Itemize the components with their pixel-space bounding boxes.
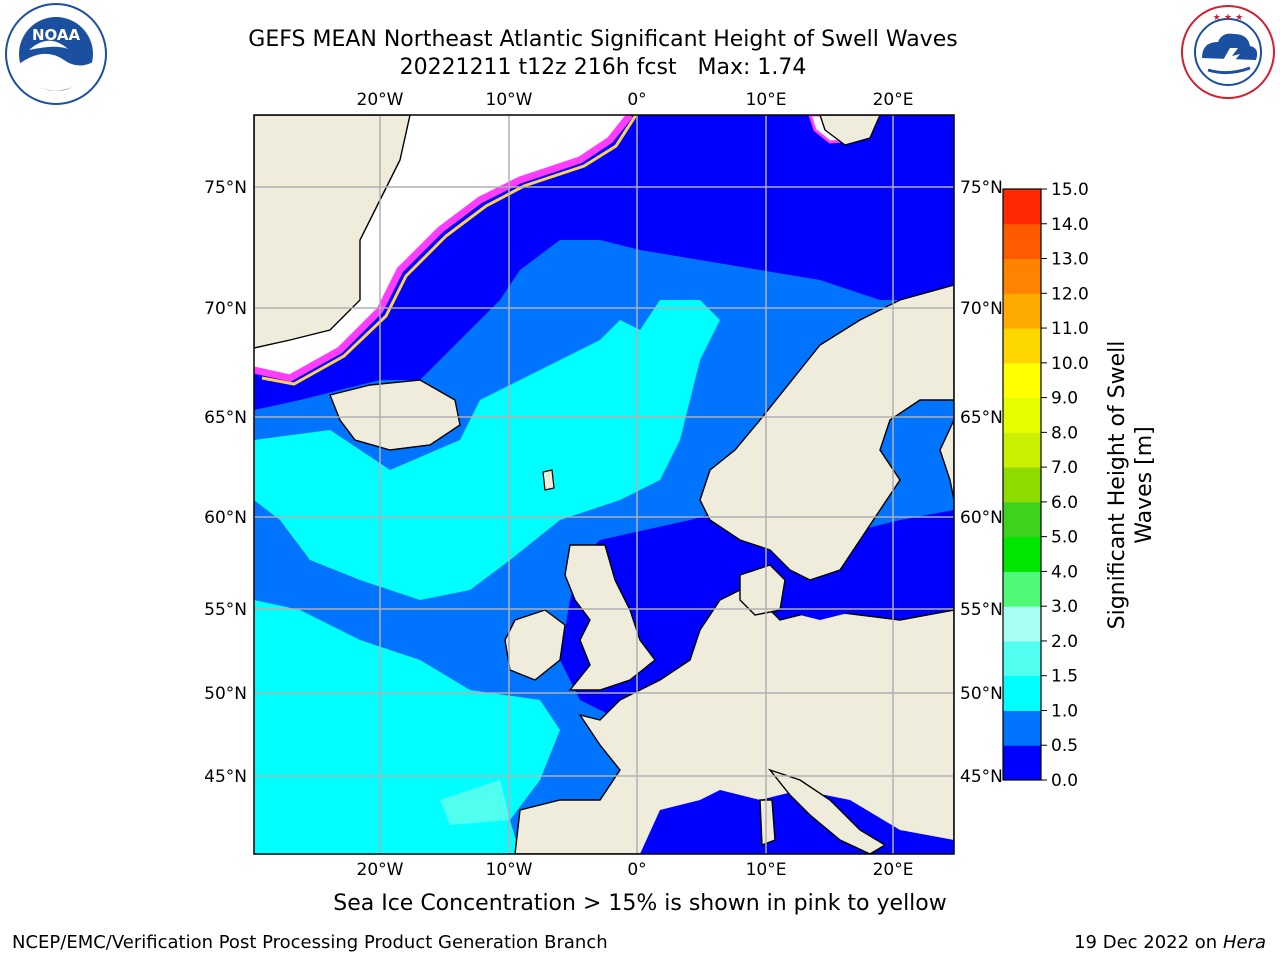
iceland [329, 379, 461, 451]
colorbar-tick-label: 0.5 [1051, 736, 1078, 756]
ocean-swell-1.5-2.0 [440, 780, 510, 825]
map-area [254, 115, 954, 854]
colorbar-swatch [1003, 745, 1041, 781]
axis-labels: 20°W 20°W 10°W 10°W 0° 0° 10°E 10°E 20°E 20°E 75°N… [204, 90, 1003, 880]
lat-label-right: 75°N [960, 178, 1003, 198]
lat-label-right: 70°N [960, 299, 1003, 319]
colorbar-frame [1002, 188, 1042, 781]
colorbar-tick-label: 9.0 [1051, 389, 1078, 409]
colorbar-tick-label: 12.0 [1051, 284, 1089, 304]
colorbar-tick-label: 13.0 [1051, 250, 1089, 270]
host-text: Hera [1222, 932, 1266, 953]
faroe-islands [542, 469, 555, 491]
colorbar-swatch [1003, 501, 1041, 538]
lon-label-top: 0° [627, 90, 646, 110]
colorbar-tick-label: 4.0 [1051, 562, 1078, 582]
colorbar-tick-label: 0.0 [1051, 771, 1078, 791]
date-text: 19 Dec 2022 on [1074, 932, 1218, 953]
nws-logo: ★ ★ ★ [1181, 5, 1275, 99]
lon-label-bottom: 20°W [357, 860, 404, 880]
lon-label-bottom: 0° [627, 860, 646, 880]
greenland [254, 115, 411, 349]
colorbar-tick-label: 5.0 [1051, 528, 1078, 548]
lon-label-bottom: 20°E [873, 860, 914, 880]
lon-label-top: 10°E [746, 90, 787, 110]
colorbar-tick-label: 1.0 [1051, 701, 1078, 721]
colorbar-label-line: Significant Height of Swell [1105, 341, 1130, 630]
ocean-swell-0.0-0.5 [254, 115, 954, 854]
colorbar-tick-label: 3.0 [1051, 597, 1078, 617]
colorbar-tick-label: 15.0 [1051, 180, 1089, 200]
lat-label-right: 50°N [960, 684, 1003, 704]
colorbar-swatch [1003, 710, 1041, 746]
colorbar-swatch [1003, 640, 1041, 677]
lat-label-right: 60°N [960, 508, 1003, 528]
colorbar-tick-label: 6.0 [1051, 493, 1078, 513]
sea-ice-edge-yellow [261, 115, 638, 386]
graticule [254, 115, 954, 854]
svalbard [819, 115, 881, 146]
corsica-sardinia [759, 799, 776, 847]
land [254, 115, 954, 854]
lat-label-left: 50°N [204, 684, 247, 704]
italy [767, 768, 887, 854]
chart-subtitle: 20221211 t12z 216h fcst Max: 1.74 [399, 55, 807, 80]
lon-label-bottom: 10°W [486, 860, 533, 880]
lat-label-right: 65°N [960, 408, 1003, 428]
colorbar-label: Significant Height of Swell Waves [m] [1105, 341, 1157, 630]
lat-label-left: 60°N [204, 508, 247, 528]
colorbar-swatch [1003, 397, 1041, 433]
lon-label-top: 10°W [486, 90, 533, 110]
colorbar-swatch [1003, 432, 1041, 468]
map-frame [253, 114, 955, 855]
date-stamp: 19 Dec 2022 on Hera [1074, 932, 1266, 954]
credit-text: NCEP/EMC/Verification Post Processing Pr… [12, 932, 608, 953]
colorbar-swatch [1003, 293, 1041, 329]
colorbar-swatch [1003, 328, 1041, 364]
lat-label-right: 55°N [960, 600, 1003, 620]
colorbar-swatch [1003, 675, 1041, 711]
colorbar-tick-label: 10.0 [1051, 354, 1089, 374]
colorbar-swatch [1003, 571, 1041, 607]
colorbar-swatch [1003, 362, 1041, 399]
lon-label-top: 20°W [357, 90, 404, 110]
colorbar-tick-label: 11.0 [1051, 319, 1089, 339]
svg-text:★ ★ ★: ★ ★ ★ [1213, 13, 1243, 23]
lat-label-left: 55°N [204, 600, 247, 620]
lon-label-bottom: 10°E [746, 860, 787, 880]
colorbar-swatch [1003, 606, 1041, 642]
colorbar-tick-label: 14.0 [1051, 215, 1089, 235]
colorbar-tick-label: 7.0 [1051, 458, 1078, 478]
great-britain [564, 544, 656, 691]
colorbar-swatch [1003, 223, 1041, 260]
lat-label-left: 70°N [204, 299, 247, 319]
lat-label-left: 45°N [204, 767, 247, 787]
colorbar-swatch [1003, 467, 1041, 503]
lat-label-left: 65°N [204, 408, 247, 428]
ireland [504, 609, 566, 681]
colorbar-tick-label: 8.0 [1051, 423, 1078, 443]
scandinavia [699, 284, 954, 581]
colorbar: 0.0 0.5 1.0 1.5 2.0 3.0 4.0 5.0 6.0 7.0 8.0 9.0 10.0… [1002, 180, 1157, 791]
finland [939, 419, 954, 501]
sea-ice-edge [254, 115, 633, 382]
denmark [739, 564, 786, 616]
sea-ice-note: Sea Ice Concentration > 15% is shown in … [333, 891, 947, 916]
colorbar-tick-label: 2.0 [1051, 632, 1078, 652]
lon-label-top: 20°E [873, 90, 914, 110]
lat-label-left: 75°N [204, 178, 247, 198]
mediterranean-sea [640, 790, 954, 854]
baltic-sea [800, 535, 940, 620]
colorbar-swatch [1003, 189, 1041, 225]
colorbar-tick-label: 1.5 [1051, 667, 1078, 687]
colorbar-swatch [1003, 536, 1041, 572]
colorbar-label-line: Waves [m] [1132, 426, 1157, 543]
noaa-logo-text: NOAA [32, 26, 81, 44]
chart-title: GEFS MEAN Northeast Atlantic Significant… [248, 27, 958, 52]
colorbar-swatch [1003, 258, 1041, 294]
lat-label-right: 45°N [960, 767, 1003, 787]
noaa-logo: NOAA [5, 3, 107, 105]
